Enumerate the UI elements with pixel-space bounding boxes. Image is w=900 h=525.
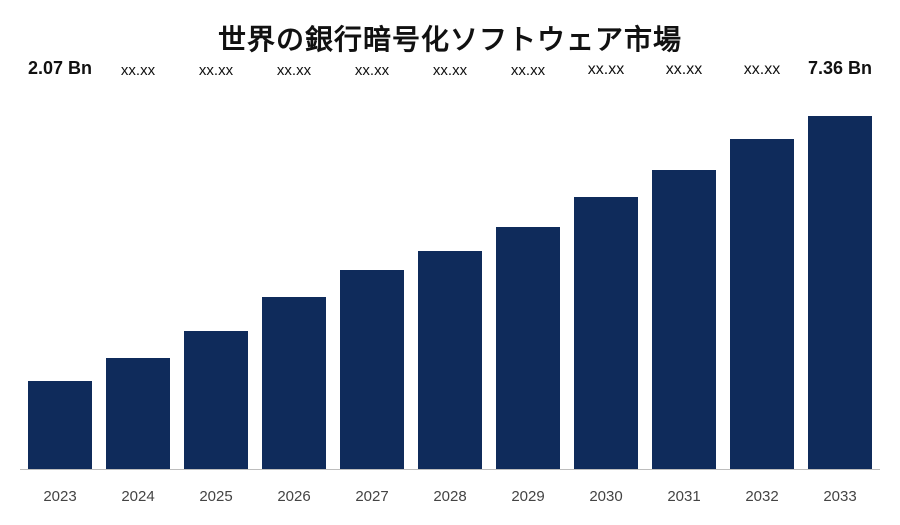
bar-slot: xx.xx [340, 85, 404, 470]
bar-slot: xx.xx [106, 85, 170, 470]
bar [808, 116, 872, 470]
chart-container: 世界の銀行暗号化ソフトウェア市場 2.07 Bnxx.xxxx.xxxx.xxx… [0, 0, 900, 525]
bar-value-label: xx.xx [199, 62, 233, 79]
bar [574, 197, 638, 470]
bar [418, 251, 482, 470]
bar-slot: xx.xx [418, 85, 482, 470]
bar-slot: xx.xx [574, 85, 638, 470]
chart-title: 世界の銀行暗号化ソフトウェア市場 [0, 0, 900, 58]
bar-slot: xx.xx [496, 85, 560, 470]
bar-value-label: xx.xx [433, 62, 467, 79]
bar-slot: 2.07 Bn [28, 85, 92, 470]
x-axis-label: 2032 [730, 488, 794, 505]
bar [184, 331, 248, 470]
bar-value-label: xx.xx [666, 61, 702, 79]
x-axis-label: 2031 [652, 488, 716, 505]
bar-value-label: xx.xx [121, 62, 155, 79]
x-axis-label: 2024 [106, 488, 170, 505]
x-axis-label: 2025 [184, 488, 248, 505]
x-axis-line [20, 469, 880, 470]
x-axis-labels: 2023 2024 2025 2026 2027 2028 2029 2030 2031 2032… [20, 488, 880, 505]
x-axis-label: 2029 [496, 488, 560, 505]
plot-area: 2.07 Bnxx.xxxx.xxxx.xxxx.xxxx.xxxx.xxxx.… [20, 85, 880, 470]
bar-value-label: xx.xx [588, 61, 624, 79]
bar-slot: 7.36 Bn [808, 85, 872, 470]
bar-value-label: xx.xx [277, 62, 311, 79]
bar [106, 358, 170, 470]
bar [652, 170, 716, 470]
bar [340, 270, 404, 470]
x-axis-label: 2023 [28, 488, 92, 505]
x-axis-label: 2030 [574, 488, 638, 505]
bar-slot: xx.xx [652, 85, 716, 470]
bar-value-label: 2.07 Bn [28, 58, 92, 79]
x-axis-label: 2028 [418, 488, 482, 505]
x-axis-label: 2027 [340, 488, 404, 505]
bar-value-label: xx.xx [744, 61, 780, 79]
x-axis-label: 2033 [808, 488, 872, 505]
bar-value-label: xx.xx [511, 62, 545, 79]
bars-group: 2.07 Bnxx.xxxx.xxxx.xxxx.xxxx.xxxx.xxxx.… [20, 85, 880, 470]
bar-value-label: xx.xx [355, 62, 389, 79]
bar [730, 139, 794, 470]
bar [496, 227, 560, 470]
x-axis-label: 2026 [262, 488, 326, 505]
bar-slot: xx.xx [262, 85, 326, 470]
bar-slot: xx.xx [184, 85, 248, 470]
bar [262, 297, 326, 470]
bar-value-label: 7.36 Bn [808, 58, 872, 79]
bar [28, 381, 92, 470]
bar-slot: xx.xx [730, 85, 794, 470]
